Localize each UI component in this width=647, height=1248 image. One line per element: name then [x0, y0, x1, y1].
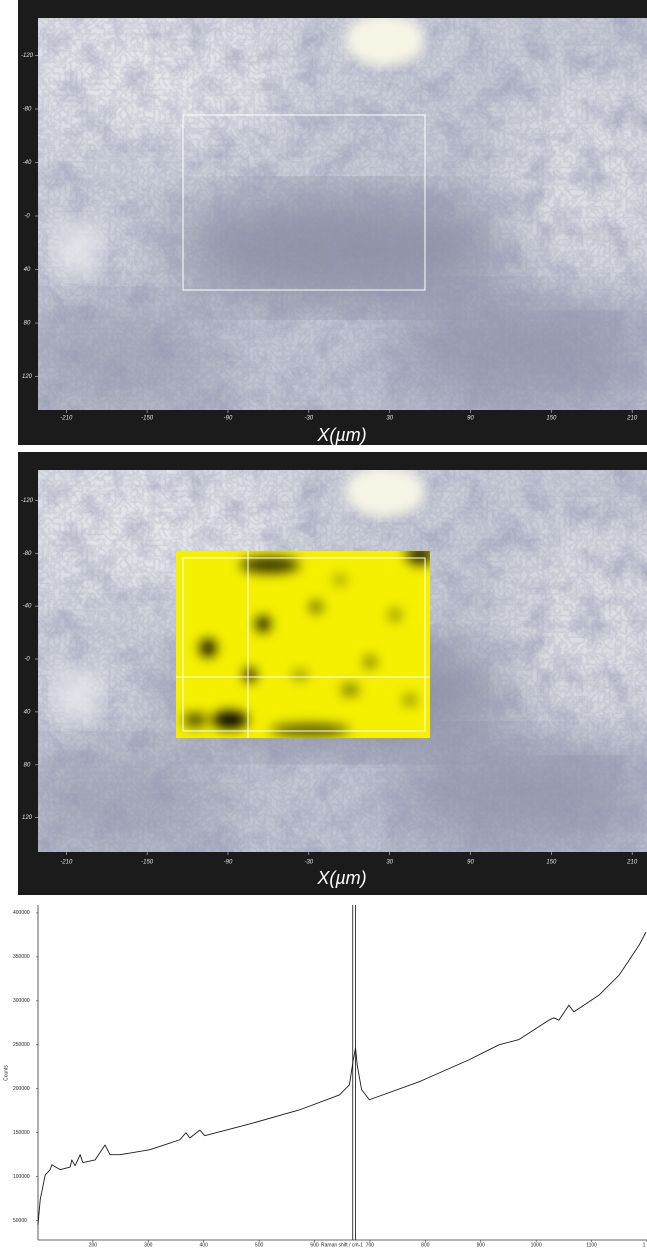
y-tick-label: 150000	[13, 1130, 30, 1136]
x-tick-label: 1000	[531, 1242, 542, 1248]
x-tick-label: 300	[144, 1242, 153, 1248]
y-tick-label: 100000	[13, 1174, 30, 1180]
y-tick-label: 40	[24, 267, 31, 273]
x-tick-label: 700	[366, 1242, 375, 1248]
microscope-image	[8, 8, 647, 418]
spectrum-line	[38, 932, 646, 1224]
y-tick-label: -120	[21, 498, 34, 504]
y-tick-label: -40	[23, 604, 32, 610]
x-tick-label: 800	[421, 1242, 430, 1248]
x-tick-label: 150	[546, 416, 557, 422]
x-tick-label: -150	[141, 416, 154, 422]
y-tick-label: 80	[24, 762, 31, 768]
x-tick-label: 900	[477, 1242, 486, 1248]
y-tick-label: -80	[23, 551, 32, 557]
x-tick-label: 1100	[586, 1242, 597, 1248]
y-tick-label: 120	[22, 815, 33, 821]
y-tick-label: 120	[22, 374, 33, 380]
y-tick-label: -0	[24, 214, 30, 220]
x-tick-label: 30	[386, 860, 393, 866]
y-tick-label: 400000	[13, 910, 30, 916]
x-tick-label: 600	[310, 1242, 319, 1248]
x-tick-label: 150	[546, 860, 557, 866]
x-tick-label: -90	[224, 416, 233, 422]
y-tick-label: 350000	[13, 954, 30, 960]
x-axis-label: X(µm)	[316, 425, 366, 445]
intensity-map	[176, 545, 434, 738]
x-tick-label: 400	[200, 1242, 209, 1248]
y-tick-label: 80	[24, 321, 31, 327]
figure: -120-80-40-04080120-210-150-90-303090150…	[0, 0, 647, 1248]
x-tick-label: 500	[255, 1242, 264, 1248]
y-tick-label: 250000	[13, 1042, 30, 1048]
page: {"chart_data": [ {"type": "image", "xlab…	[0, 0, 647, 1248]
x-tick-label: 30	[386, 416, 393, 422]
x-tick-label: -150	[141, 860, 154, 866]
x-axis-label: Raman shift / cm-1	[321, 1242, 363, 1248]
x-tick-label: -210	[60, 416, 73, 422]
x-tick-label: -90	[224, 860, 233, 866]
y-tick-label: -0	[24, 657, 30, 663]
x-tick-label: -30	[304, 860, 313, 866]
x-tick-label: 90	[467, 416, 474, 422]
x-tick-label: -30	[304, 416, 313, 422]
y-tick-label: 200000	[13, 1086, 30, 1092]
x-tick-label: 90	[467, 860, 474, 866]
x-tick-label: 200	[89, 1242, 98, 1248]
y-tick-label: -120	[21, 53, 34, 59]
y-axis-label: Counts	[3, 1065, 9, 1081]
y-tick-label: 40	[24, 709, 31, 715]
x-tick-label: 210	[626, 860, 638, 866]
x-axis-label: X(µm)	[316, 868, 366, 888]
y-tick-label: -80	[23, 107, 32, 113]
y-tick-label: 50000	[13, 1218, 27, 1224]
x-tick-label: -210	[60, 860, 73, 866]
y-tick-label: -40	[23, 160, 32, 166]
y-tick-label: 300000	[13, 998, 30, 1004]
x-tick-label: 210	[626, 416, 638, 422]
x-tick-label: 1	[643, 1242, 646, 1248]
